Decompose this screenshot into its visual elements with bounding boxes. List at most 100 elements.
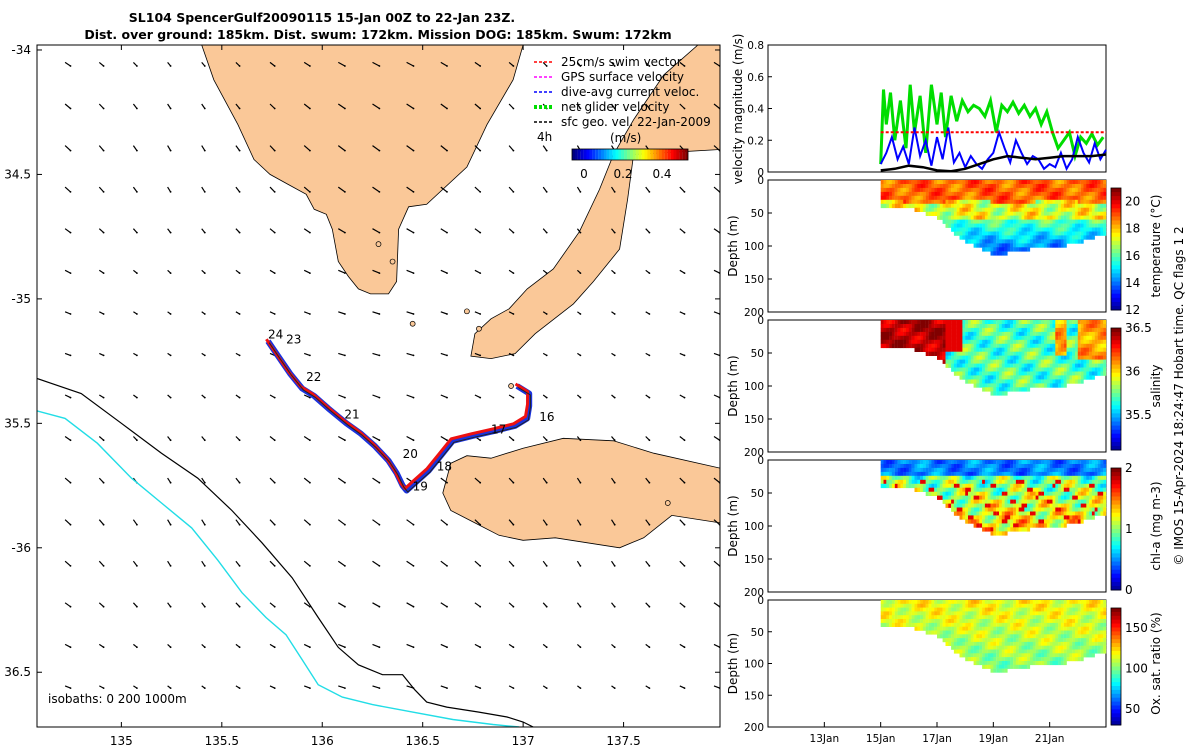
salinity-cell <box>1077 343 1081 349</box>
temperature-cell <box>1032 199 1036 205</box>
oxygen-cell <box>1030 626 1033 631</box>
temperature-colorbar-frame <box>1110 187 1122 311</box>
temperature-cell <box>956 184 960 189</box>
current-arrow <box>303 145 311 152</box>
salinity-cell <box>1077 371 1081 376</box>
oxygen-cell <box>1010 619 1014 624</box>
temperature-cell <box>1055 239 1059 244</box>
legend-sfc-geo: sfc geo. vel. 22-Jan-2009 <box>561 115 711 129</box>
chl-a-cell <box>917 483 921 489</box>
salinity-cell <box>945 324 949 329</box>
temperature-cell <box>1100 215 1104 220</box>
chl-a-cell <box>908 479 912 485</box>
temperature-cell <box>1063 195 1067 201</box>
oxygen-cell <box>993 622 997 627</box>
salinity-cell <box>984 371 988 376</box>
salinity-cell <box>948 343 952 349</box>
salinity-colorbar-segment <box>1111 340 1121 345</box>
salinity-cell <box>1013 331 1017 337</box>
temperature-cell <box>1041 227 1045 232</box>
temperature-cell <box>1097 203 1101 209</box>
chl-a-cell <box>968 475 971 481</box>
temperature-cell <box>1052 227 1056 232</box>
oxygen-cell <box>956 603 960 608</box>
salinity-cell <box>1027 375 1031 380</box>
temperature-cell <box>990 187 994 193</box>
salinity-cell <box>968 355 971 360</box>
salinity-cell <box>1097 363 1101 368</box>
temperature-cell <box>1010 239 1014 244</box>
oxygen-cell <box>1010 664 1014 669</box>
temperature-cell <box>1055 223 1059 228</box>
chl-a-cell <box>1075 507 1078 512</box>
chl-a-cell <box>982 519 986 524</box>
current-arrow-head <box>69 687 72 689</box>
chl-a-cell <box>1060 523 1064 528</box>
temperature-cell <box>928 180 932 185</box>
temperature-cell <box>999 215 1002 220</box>
salinity-cell <box>976 355 980 360</box>
oxygen-cell <box>993 607 997 612</box>
chl-a-cell <box>1046 523 1050 528</box>
salinity-cell <box>993 335 997 341</box>
chl-a-colorbar-segment <box>1111 577 1121 583</box>
salinity-cell <box>948 363 952 368</box>
chl-a-cell <box>1091 495 1095 500</box>
oxygen-cell <box>934 603 938 608</box>
temperature-cell <box>990 215 994 220</box>
salinity-cell <box>942 347 946 352</box>
chl-a-cell <box>1094 475 1098 481</box>
chl-a-cell <box>925 467 929 473</box>
current-arrow-head <box>613 481 616 484</box>
chl-a-cell <box>953 471 957 477</box>
salinity-cell <box>1001 379 1005 384</box>
temperature-cell <box>968 215 971 220</box>
temperature-cell <box>1049 231 1053 236</box>
oxygen-cell <box>1018 645 1022 650</box>
oxygen-cell <box>976 626 980 631</box>
oxygen-cell <box>1007 607 1011 612</box>
chl-a-cell <box>1004 499 1008 504</box>
temperature-cell <box>931 195 935 201</box>
temperature-cell <box>1055 211 1059 216</box>
salinity-cell <box>945 347 949 352</box>
current-arrow <box>372 685 380 689</box>
temperature-cell <box>1060 231 1064 236</box>
oxygen-cell <box>948 600 952 605</box>
salinity-cell <box>1015 363 1019 368</box>
chl-a-cell <box>1058 495 1062 500</box>
temperature-cell <box>1046 219 1050 224</box>
salinity-cell <box>945 351 949 356</box>
chl-a-cell <box>982 460 986 465</box>
oxygen-cell <box>1013 600 1017 605</box>
chl-a-cell <box>953 464 957 469</box>
chl-a-cell <box>1069 479 1073 485</box>
chl-a-ytick-label: 100 <box>744 521 764 533</box>
day-label-16: 16 <box>539 410 554 424</box>
salinity-cell <box>1066 379 1070 384</box>
salinity-cell <box>1013 351 1017 356</box>
chl-a-cell <box>962 515 966 520</box>
salinity-cell <box>1091 359 1095 364</box>
day-label-18: 18 <box>437 460 452 474</box>
salinity-cell <box>914 320 918 325</box>
chl-a-cell <box>968 467 971 473</box>
salinity-cell <box>993 355 997 360</box>
chl-a-cell <box>1100 464 1104 469</box>
oxygen-cell <box>914 603 918 608</box>
oxygen-cell <box>934 630 938 635</box>
temperature-cell <box>1058 239 1062 244</box>
chl-a-cell <box>897 475 901 481</box>
current-arrow-head <box>378 354 381 357</box>
salinity-cell <box>962 359 966 364</box>
salinity-cell <box>1001 331 1005 337</box>
temperature-cell <box>1015 199 1019 205</box>
chl-a-cell <box>1055 503 1059 508</box>
chl-a-cell <box>908 460 912 465</box>
chl-a-cell <box>917 487 921 492</box>
current-arrow-head <box>344 354 346 357</box>
temperature-cell <box>1055 195 1059 201</box>
temperature-cell <box>1060 223 1064 228</box>
chl-a-cell <box>911 471 915 477</box>
temperature-cell <box>1021 235 1025 240</box>
